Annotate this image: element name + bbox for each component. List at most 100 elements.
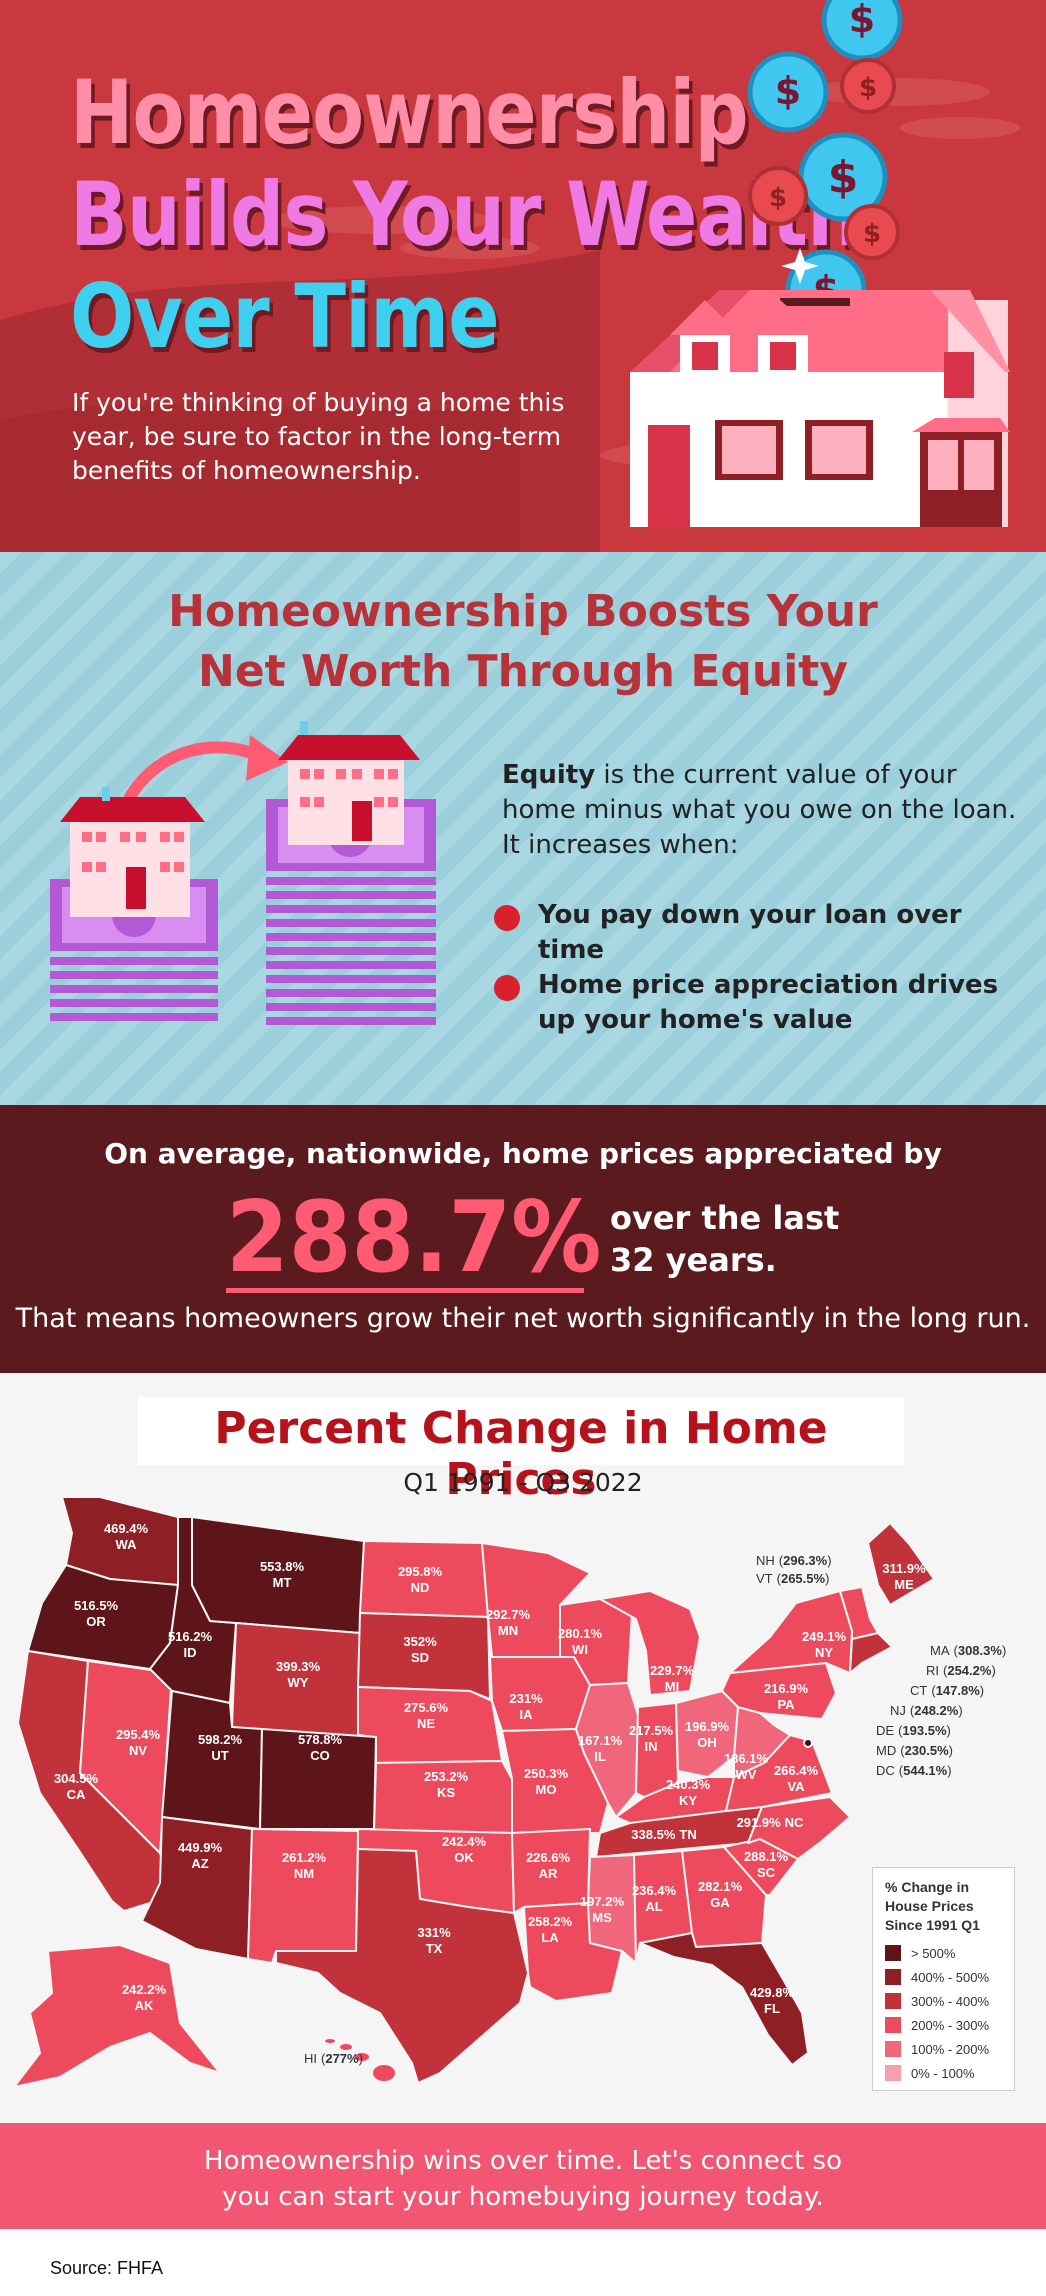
state-label-IA: 231% IA xyxy=(509,1691,543,1722)
stat-tail: over the last 32 years. xyxy=(610,1197,870,1281)
sparkle-icon xyxy=(781,248,819,284)
state-label-AL: 236.4% AL xyxy=(632,1883,677,1914)
state-label-NC: 291.9% NC xyxy=(737,1815,804,1830)
legend-swatch xyxy=(885,1993,901,2009)
state-label-OH: 196.9% OH xyxy=(685,1719,730,1750)
svg-text:$: $ xyxy=(859,73,877,103)
state-HI xyxy=(323,2037,397,2083)
state-label-NV: 295.4% NV xyxy=(116,1727,161,1758)
stat-tail-line2: 32 years. xyxy=(610,1241,777,1279)
callout-RI: RI (254.2%) xyxy=(926,1663,996,1678)
legend-title-line3: Since 1991 Q1 xyxy=(885,1917,980,1933)
equity-bullet-text: You pay down your loan over time xyxy=(538,900,962,965)
equity-title-line2: Net Worth Through Equity xyxy=(198,646,848,697)
state-label-NM: 261.2% NM xyxy=(282,1850,327,1881)
cta-line2: you can start your homebuying journey to… xyxy=(222,2182,824,2212)
stat-footnote: That means homeowners grow their net wor… xyxy=(15,1303,1031,1334)
bullet-dot-icon xyxy=(494,905,520,931)
state-label-AK: 242.2% AK xyxy=(122,1982,167,2013)
map-subtitle: Q1 1991 - Q3 2022 xyxy=(403,1468,643,1497)
source-note: Source: FHFA xyxy=(50,2258,164,2278)
state-label-CO: 578.8% CO xyxy=(298,1732,343,1763)
legend-rows: > 500% 400% - 500% 300% - 400% 200% - 30… xyxy=(885,1941,1002,2085)
equity-definition-text: is the current value of your home minus … xyxy=(502,760,1017,860)
legend-label: > 500% xyxy=(911,1945,956,1961)
state-label-SC: 288.1% SC xyxy=(744,1849,789,1880)
state-label-PA: 216.9% PA xyxy=(764,1681,809,1712)
state-label-MO: 250.3% MO xyxy=(524,1766,569,1797)
hero-title-line3: Over Time xyxy=(70,265,500,368)
equity-title-line1: Homeownership Boosts Your xyxy=(168,586,878,637)
svg-text:$: $ xyxy=(828,152,859,203)
state-label-ND: 295.8% ND xyxy=(398,1564,443,1595)
equity-bullet-text: Home price appreciation drives up your h… xyxy=(538,970,999,1035)
map-legend: % Change in House Prices Since 1991 Q1 >… xyxy=(872,1867,1015,2091)
state-label-UT: 598.2% UT xyxy=(198,1732,243,1763)
svg-text:$: $ xyxy=(769,183,787,213)
legend-title-line1: % Change in xyxy=(885,1879,970,1895)
callout-MD: MD (230.5%) xyxy=(876,1743,953,1758)
state-label-ID: 516.2% ID xyxy=(168,1629,213,1660)
hero-title: Homeownership Builds Your Wealth Over Ti… xyxy=(70,62,861,368)
legend-swatch xyxy=(885,2041,901,2057)
svg-text:$: $ xyxy=(849,0,875,41)
legend-row: 300% - 400% xyxy=(885,1989,1002,2013)
state-label-VA: 266.4% VA xyxy=(774,1763,819,1794)
hero-title-line2: Builds Your Wealth xyxy=(70,163,861,266)
legend-swatch xyxy=(885,2065,901,2081)
callout-DC: DC (544.1%) xyxy=(876,1763,952,1778)
map-title: Percent Change in Home Prices xyxy=(214,1403,828,1505)
state-label-MI: 229.7% MI xyxy=(650,1663,695,1694)
dollar-coin-icon: $ xyxy=(840,58,896,114)
legend-label: 200% - 300% xyxy=(911,2017,990,2033)
legend-row: > 500% xyxy=(885,1941,1002,1965)
stat-section: On average, nationwide, home prices appr… xyxy=(0,1105,1046,1373)
map-section: Percent Change in Home Prices Q1 1991 - … xyxy=(0,1373,1046,2123)
state-label-GA: 282.1% GA xyxy=(698,1879,743,1910)
state-MI xyxy=(599,1590,701,1696)
equity-bullet-2: Home price appreciation drives up your h… xyxy=(494,968,1014,1038)
dollar-coin-icon: $ xyxy=(821,0,903,61)
legend-row: 100% - 200% xyxy=(885,2037,1002,2061)
state-label-AR: 226.6% AR xyxy=(526,1850,571,1881)
state-DC xyxy=(803,1738,813,1748)
stat-underline xyxy=(226,1288,584,1293)
svg-text:$: $ xyxy=(775,69,801,113)
stat-value: 288.7% xyxy=(226,1181,602,1295)
house-on-money-stack-icon xyxy=(266,721,436,1025)
callout-MA: MA (308.3%) xyxy=(930,1643,1006,1658)
equity-title: Homeownership Boosts Your Net Worth Thro… xyxy=(0,582,1046,702)
equity-term: Equity xyxy=(502,760,596,790)
state-label-HI: HI (277%) xyxy=(304,2051,363,2066)
callout-NH: NH (296.3%) xyxy=(756,1553,832,1568)
legend-row: 200% - 300% xyxy=(885,2013,1002,2037)
cta-line1: Homeownership wins over time. Let's conn… xyxy=(204,2146,842,2176)
state-label-FL: 429.8% FL xyxy=(750,1985,795,2016)
state-ND xyxy=(359,1540,489,1618)
state-label-ME: 311.9% ME xyxy=(882,1561,926,1592)
hero-subtitle: If you're thinking of buying a home this… xyxy=(72,388,565,485)
hero-section: Homeownership Builds Your Wealth Over Ti… xyxy=(0,0,1046,552)
svg-text:$: $ xyxy=(863,219,881,249)
us-map: 469.4% WA 516.5% OR 304.5% CA 295.4% NV 516.… xyxy=(13,1496,1006,2088)
stat-lead: On average, nationwide, home prices appr… xyxy=(104,1137,942,1170)
legend-row: 400% - 500% xyxy=(885,1965,1002,1989)
state-label-LA: 258.2% LA xyxy=(528,1914,573,1945)
state-label-SD: 352% SD xyxy=(403,1634,437,1665)
state-label-WI: 280.1% WI xyxy=(558,1626,603,1657)
equity-illustration xyxy=(50,721,436,1025)
state-label-MS: 197.2% MS xyxy=(580,1894,625,1925)
state-label-MN: 292.7% MN xyxy=(486,1607,531,1638)
hero-illustration: $ $ $ $ $ $ $ xyxy=(630,0,1010,527)
legend-label: 0% - 100% xyxy=(911,2065,975,2081)
legend-swatch xyxy=(885,1945,901,1961)
state-label-NE: 275.6% NE xyxy=(404,1700,449,1731)
equity-bullet-1: You pay down your loan over time xyxy=(494,898,1014,968)
house-icon xyxy=(630,290,1010,527)
state-label-OR: 516.5% OR xyxy=(74,1598,119,1629)
state-label-KS: 253.2% KS xyxy=(424,1769,469,1800)
state-TX xyxy=(275,1848,529,2084)
map-title-box xyxy=(138,1397,904,1465)
legend-swatch xyxy=(885,2017,901,2033)
state-label-KY: 240.3% KY xyxy=(666,1777,711,1808)
